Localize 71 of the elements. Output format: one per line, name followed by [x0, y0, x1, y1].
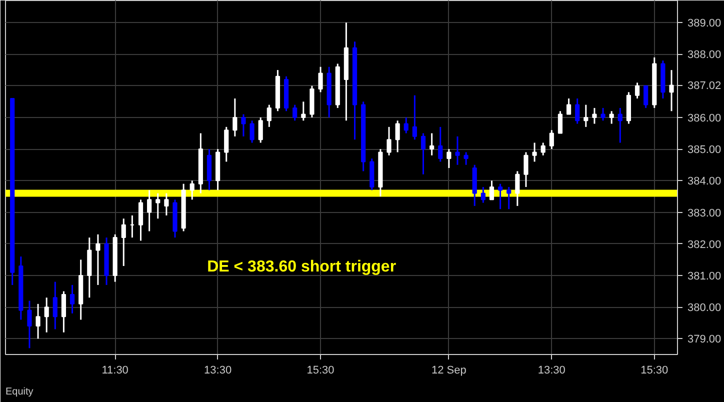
candlestick	[506, 186, 512, 210]
candlestick	[147, 189, 152, 232]
candlestick	[480, 186, 486, 204]
y-tick-label: 382.00	[688, 238, 722, 251]
candlestick	[566, 98, 572, 116]
candlestick	[52, 281, 58, 330]
y-tick-label: 384.00	[688, 176, 722, 188]
candlestick	[420, 132, 426, 176]
y-tick-label: 380.00	[688, 302, 722, 314]
candlestick	[644, 85, 648, 109]
candlestick	[241, 114, 246, 138]
candlestick	[44, 296, 49, 334]
y-tick-label: 379.00	[688, 334, 722, 346]
candlestick	[455, 136, 460, 166]
candlestick	[164, 192, 169, 216]
candlestick	[138, 198, 144, 242]
x-tick-label: 13:30	[204, 364, 232, 376]
candlestick	[292, 104, 298, 122]
y-tick-label: 383.00	[688, 207, 722, 220]
candlestick	[549, 129, 554, 150]
candlestick	[190, 180, 194, 200]
candlestick	[618, 107, 622, 144]
candlestick	[96, 234, 100, 286]
text: Equity	[6, 386, 34, 398]
y-tick-label: 389.00	[688, 18, 722, 30]
y-tick-label: 386.00	[688, 112, 722, 124]
candlestick	[558, 110, 563, 134]
candlestick	[575, 98, 580, 125]
candlestick	[464, 151, 468, 166]
candlestick	[609, 110, 614, 125]
x-tick-label: 15:30	[640, 364, 668, 376]
candlestick	[258, 116, 263, 144]
y-tick-label: 387.02	[688, 80, 722, 92]
candlestick	[532, 142, 537, 162]
candlestick	[232, 98, 238, 138]
y-tick-label: 385.00	[688, 144, 722, 156]
candlestick	[584, 104, 588, 128]
x-tick-label: 11:30	[102, 364, 128, 376]
candlestick	[592, 107, 597, 125]
candlestick	[446, 148, 452, 169]
x-tick-label: 13:30	[538, 364, 566, 376]
candlestick	[27, 300, 32, 349]
x-tick-label: 15:30	[306, 364, 334, 376]
candlestick	[540, 142, 546, 156]
y-tick-label: 388.00	[688, 49, 722, 62]
candlestick	[430, 132, 434, 156]
candlestick	[395, 120, 400, 153]
candlestick	[156, 192, 160, 220]
candlestick	[489, 180, 494, 200]
candlestick	[61, 290, 66, 334]
candlestick	[524, 151, 528, 188]
y-tick-label: 381.00	[688, 270, 722, 282]
candlestick	[515, 170, 520, 207]
candlestick	[634, 82, 640, 100]
ref-line-label: DE < 383.60 short trigger	[207, 258, 396, 276]
candlestick	[669, 69, 674, 112]
candlestick	[224, 126, 229, 162]
candlestick	[386, 126, 392, 156]
candlestick	[404, 116, 408, 134]
candlestick	[250, 120, 254, 144]
candlestick	[70, 284, 75, 314]
candlestick	[121, 218, 126, 267]
candlestick	[36, 303, 40, 340]
x-tick-label: 12 Sep	[432, 364, 466, 376]
candlestick	[301, 100, 306, 122]
candlestick	[600, 107, 606, 122]
candlestick	[412, 94, 417, 140]
candlestick	[498, 183, 503, 210]
candlestick	[266, 104, 272, 128]
candlestick	[438, 126, 443, 162]
candlestick	[318, 66, 323, 93]
